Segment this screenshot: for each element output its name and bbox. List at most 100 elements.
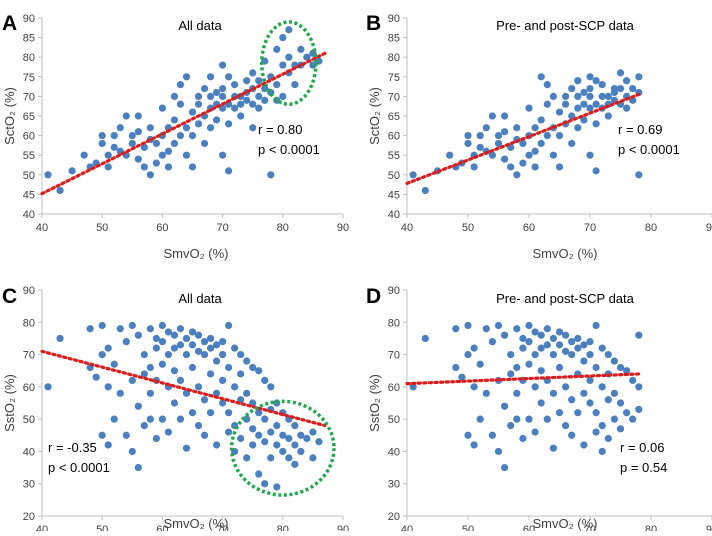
x-tick-label: 40	[36, 222, 48, 234]
x-axis-label: SmvO₂ (%)	[533, 516, 598, 531]
data-point	[629, 415, 637, 423]
y-tick-label: 70	[23, 91, 35, 103]
data-point	[598, 447, 606, 456]
y-tick-label: 45	[388, 189, 400, 201]
data-point	[525, 360, 533, 368]
y-tick-label: 20	[388, 511, 400, 523]
data-point	[267, 383, 275, 391]
panel-label: A	[2, 12, 17, 35]
p-value: p = 0.54	[620, 460, 667, 475]
data-point	[604, 434, 612, 443]
data-point	[134, 112, 142, 120]
data-point	[200, 338, 209, 346]
data-point	[537, 367, 545, 375]
data-point	[206, 370, 215, 378]
data-point	[525, 321, 533, 330]
x-tick-label: 40	[401, 222, 413, 234]
data-point	[525, 338, 533, 346]
data-point	[598, 92, 606, 100]
data-point	[446, 151, 454, 159]
y-tick-label: 45	[23, 189, 35, 201]
data-point	[219, 84, 227, 93]
data-point	[267, 428, 275, 436]
data-point	[586, 151, 594, 159]
data-point	[243, 96, 251, 104]
data-point	[261, 480, 269, 488]
x-tick-label: 80	[277, 222, 289, 234]
data-point	[182, 334, 191, 343]
data-point	[629, 376, 637, 384]
x-tick-label: 50	[462, 524, 474, 531]
data-point	[134, 331, 142, 339]
data-point	[273, 483, 281, 491]
data-point	[519, 344, 527, 352]
data-point	[610, 84, 619, 93]
data-point	[128, 321, 136, 330]
data-point	[170, 399, 179, 407]
data-point	[152, 159, 160, 167]
x-tick-label: 90	[337, 222, 349, 234]
data-point	[470, 383, 478, 391]
data-point	[586, 338, 594, 346]
highlight-ellipse	[229, 399, 336, 497]
data-point	[110, 132, 118, 140]
data-point	[182, 151, 191, 159]
data-point	[562, 422, 570, 430]
data-point	[635, 73, 643, 81]
data-point	[303, 434, 311, 443]
data-point	[104, 441, 112, 449]
y-tick-label: 60	[388, 382, 400, 394]
data-point	[285, 26, 293, 34]
data-point	[122, 431, 130, 439]
data-point	[555, 132, 564, 140]
data-point	[452, 363, 460, 372]
data-point	[549, 389, 558, 397]
data-point	[164, 147, 173, 155]
y-tick-label: 65	[388, 111, 400, 123]
data-point	[513, 389, 521, 397]
data-point	[128, 447, 136, 456]
data-point	[494, 132, 503, 140]
data-point	[568, 84, 576, 93]
data-point	[188, 409, 197, 417]
data-point	[206, 124, 215, 132]
data-point	[279, 61, 287, 69]
data-point	[291, 81, 299, 89]
data-point	[206, 344, 215, 352]
data-point	[255, 431, 263, 439]
x-tick-label: 80	[645, 524, 657, 531]
data-point	[494, 321, 503, 330]
data-point	[501, 155, 509, 163]
data-point	[574, 409, 582, 417]
x-tick-label: 40	[401, 524, 413, 531]
data-point	[98, 321, 106, 330]
data-point	[188, 363, 197, 372]
data-point	[231, 383, 239, 391]
y-tick-label: 40	[388, 446, 400, 458]
x-tick-label: 50	[462, 222, 474, 234]
data-point	[279, 92, 287, 100]
trend-line	[40, 349, 327, 428]
data-point	[56, 334, 64, 343]
y-tick-label: 50	[388, 414, 400, 426]
r-value: r = 0.80	[258, 122, 302, 137]
data-point	[635, 405, 643, 414]
data-point	[543, 81, 551, 89]
data-point	[249, 425, 257, 433]
data-point	[623, 409, 631, 417]
y-axis-label: SctO₂ (%)	[367, 87, 382, 145]
data-point	[146, 124, 154, 132]
data-point	[409, 383, 417, 391]
y-tick-label: 30	[388, 479, 400, 491]
data-point	[501, 402, 509, 410]
data-point	[464, 132, 472, 140]
data-point	[261, 96, 269, 104]
data-point	[315, 57, 323, 65]
data-point	[104, 151, 112, 159]
data-point	[531, 328, 539, 336]
data-point	[586, 92, 594, 100]
data-point	[225, 428, 233, 436]
data-point	[488, 112, 496, 120]
data-point	[273, 81, 281, 89]
data-point	[194, 383, 203, 391]
